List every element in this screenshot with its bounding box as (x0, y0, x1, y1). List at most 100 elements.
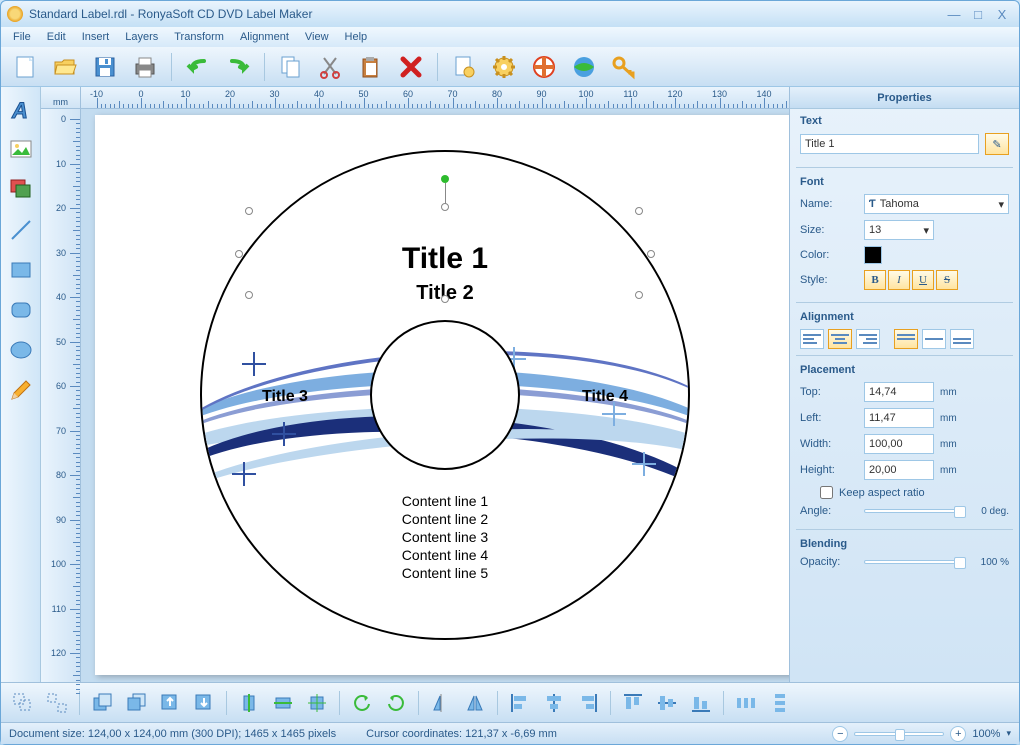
menu-insert[interactable]: Insert (74, 31, 118, 43)
menu-alignment[interactable]: Alignment (232, 31, 297, 43)
rotate-cw-button[interactable] (382, 689, 410, 717)
title-4[interactable]: Title 4 (582, 388, 628, 406)
align-bottom-button[interactable] (687, 689, 715, 717)
title-1[interactable]: Title 1 (202, 242, 688, 276)
rotate-ccw-button[interactable] (348, 689, 376, 717)
text-input[interactable] (800, 134, 979, 154)
menu-help[interactable]: Help (337, 31, 376, 43)
width-input[interactable] (864, 434, 934, 454)
underline-button[interactable]: U (912, 270, 934, 290)
edit-text-button[interactable]: ✎ (985, 133, 1009, 155)
new-button[interactable] (9, 51, 41, 83)
top-input[interactable] (864, 382, 934, 402)
forward-button[interactable] (156, 689, 184, 717)
bring-front-button[interactable] (88, 689, 116, 717)
aspect-checkbox[interactable] (820, 486, 833, 499)
title-3[interactable]: Title 3 (262, 388, 308, 406)
strike-button[interactable]: S (936, 270, 958, 290)
page-setup-button[interactable] (448, 51, 480, 83)
zoom-in-button[interactable]: + (950, 726, 966, 742)
key-button[interactable] (608, 51, 640, 83)
italic-button[interactable]: I (888, 270, 910, 290)
cut-button[interactable] (315, 51, 347, 83)
font-color-swatch[interactable] (864, 246, 882, 264)
delete-button[interactable] (395, 51, 427, 83)
font-section: Font (800, 176, 1009, 188)
menu-file[interactable]: File (5, 31, 39, 43)
bold-button[interactable]: B (864, 270, 886, 290)
align-right-button[interactable] (856, 329, 880, 349)
image-tool[interactable] (6, 135, 36, 165)
height-input[interactable] (864, 460, 934, 480)
handle-sw[interactable] (245, 291, 253, 299)
handle-ne[interactable] (635, 207, 643, 215)
send-back-button[interactable] (122, 689, 150, 717)
web-button[interactable] (568, 51, 600, 83)
open-button[interactable] (49, 51, 81, 83)
settings-button[interactable] (488, 51, 520, 83)
line-tool[interactable] (6, 215, 36, 245)
align-center-button[interactable] (828, 329, 852, 349)
angle-slider[interactable] (864, 509, 963, 513)
ungroup-button[interactable] (43, 689, 71, 717)
canvas[interactable]: Title 1 Title 2 Title 3 Title 4 Content … (81, 109, 789, 682)
rect-tool[interactable] (6, 255, 36, 285)
align-top-button[interactable] (894, 329, 918, 349)
align-right-button[interactable] (574, 689, 602, 717)
opacity-slider[interactable] (864, 560, 963, 564)
backward-button[interactable] (190, 689, 218, 717)
copy-button[interactable] (275, 51, 307, 83)
pencil-tool[interactable] (6, 375, 36, 405)
align-middle-button[interactable] (922, 329, 946, 349)
group-button[interactable] (9, 689, 37, 717)
center-both-button[interactable] (303, 689, 331, 717)
align-bottom-button[interactable] (950, 329, 974, 349)
flip-h-button[interactable] (427, 689, 455, 717)
align-hcenter-button[interactable] (540, 689, 568, 717)
center-h-button[interactable] (235, 689, 263, 717)
save-button[interactable] (89, 51, 121, 83)
align-left-button[interactable] (800, 329, 824, 349)
print-button[interactable] (129, 51, 161, 83)
font-name-select[interactable]: Tahoma (880, 198, 919, 210)
horizontal-ruler: -100102030405060708090100110120130140150 (81, 87, 789, 109)
ruler-unit: mm (41, 87, 81, 109)
zoom-out-button[interactable]: − (832, 726, 848, 742)
font-size-select[interactable]: 13 (869, 224, 881, 236)
handle-n[interactable] (441, 203, 449, 211)
align-top-button[interactable] (619, 689, 647, 717)
handle-s[interactable] (441, 295, 449, 303)
properties-panel: Properties Text ✎ Font Name: ƬTahoma▾ Si… (789, 87, 1019, 682)
center-v-button[interactable] (269, 689, 297, 717)
distribute-v-button[interactable] (766, 689, 794, 717)
menu-view[interactable]: View (297, 31, 337, 43)
handle-nw[interactable] (245, 207, 253, 215)
zoom-slider[interactable] (854, 732, 944, 736)
disc-label[interactable]: Title 1 Title 2 Title 3 Title 4 Content … (200, 150, 690, 640)
ellipse-tool[interactable] (6, 335, 36, 365)
handle-se[interactable] (635, 291, 643, 299)
rotation-handle[interactable] (441, 175, 449, 183)
text-tool[interactable]: A (6, 95, 36, 125)
menu-transform[interactable]: Transform (166, 31, 232, 43)
menu-layers[interactable]: Layers (117, 31, 166, 43)
help-button[interactable] (528, 51, 560, 83)
left-input[interactable] (864, 408, 934, 428)
close-button[interactable]: X (991, 6, 1013, 22)
handle-w[interactable] (235, 250, 243, 258)
paste-button[interactable] (355, 51, 387, 83)
align-left-button[interactable] (506, 689, 534, 717)
maximize-button[interactable]: □ (967, 6, 989, 22)
handle-e[interactable] (647, 250, 655, 258)
flip-v-button[interactable] (461, 689, 489, 717)
align-vcenter-button[interactable] (653, 689, 681, 717)
minimize-button[interactable]: — (943, 6, 965, 22)
redo-button[interactable] (222, 51, 254, 83)
undo-button[interactable] (182, 51, 214, 83)
text-section: Text (800, 115, 1009, 127)
roundrect-tool[interactable] (6, 295, 36, 325)
distribute-h-button[interactable] (732, 689, 760, 717)
content-lines[interactable]: Content line 1 Content line 2 Content li… (202, 492, 688, 582)
menu-edit[interactable]: Edit (39, 31, 74, 43)
images-tool[interactable] (6, 175, 36, 205)
